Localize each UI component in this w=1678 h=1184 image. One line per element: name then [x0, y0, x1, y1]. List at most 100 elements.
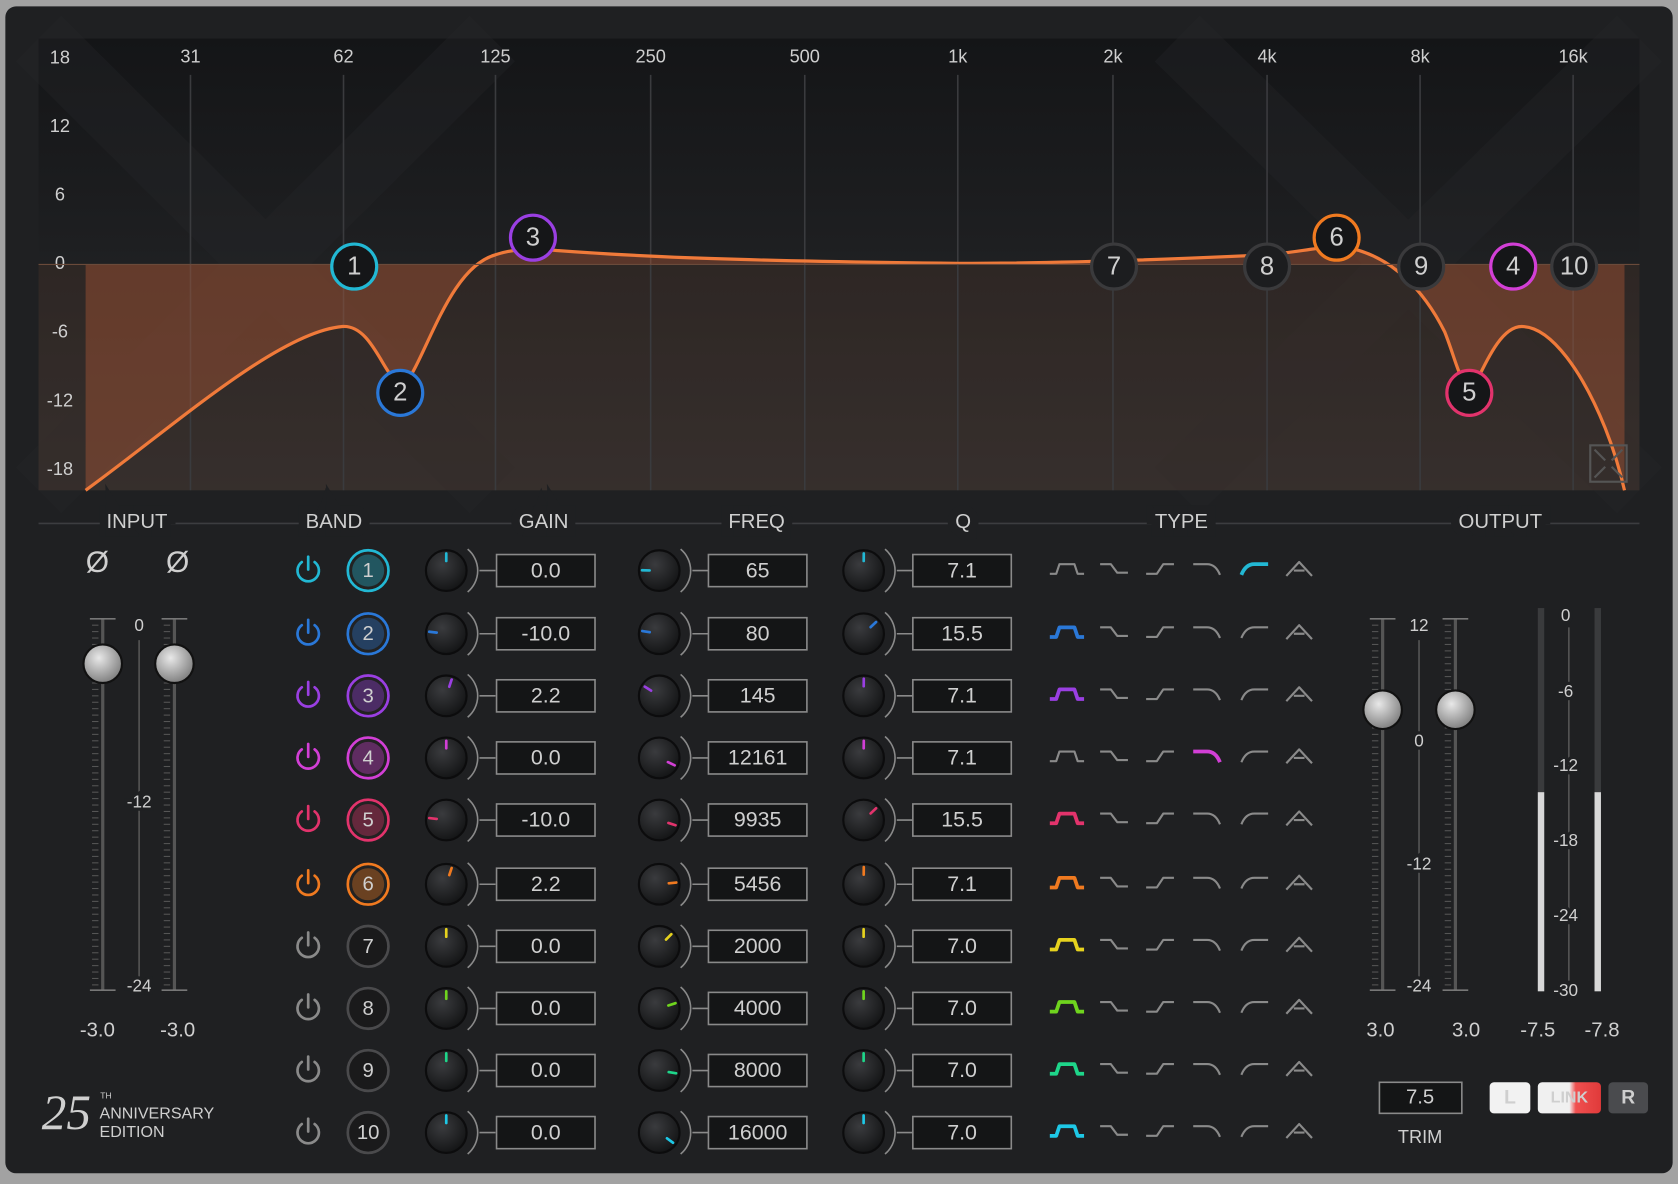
- band-number-button[interactable]: [346, 612, 390, 656]
- freq-value-box[interactable]: [707, 616, 808, 651]
- freq-knob[interactable]: [637, 924, 681, 968]
- band-node[interactable]: [1242, 242, 1292, 291]
- filter-type-button[interactable]: [1146, 876, 1174, 889]
- q-value-box[interactable]: [912, 803, 1013, 837]
- filter-type-button[interactable]: [1285, 998, 1313, 1015]
- freq-knob[interactable]: [637, 1049, 681, 1092]
- band-number-button[interactable]: [346, 736, 390, 780]
- freq-knob[interactable]: [637, 987, 681, 1030]
- filter-type-button[interactable]: [1049, 1062, 1085, 1076]
- filter-type-button[interactable]: [1146, 1125, 1174, 1137]
- fader-knob[interactable]: [82, 643, 124, 685]
- filter-type-button[interactable]: [1285, 686, 1313, 702]
- q-knob[interactable]: [842, 798, 886, 842]
- freq-value-box[interactable]: [707, 803, 808, 837]
- power-button[interactable]: [296, 742, 321, 770]
- trim-box[interactable]: [1378, 1081, 1463, 1115]
- filter-type-button[interactable]: [1193, 688, 1221, 701]
- band-number-button[interactable]: [346, 1048, 390, 1093]
- expand-icon[interactable]: [1589, 444, 1628, 483]
- freq-value-box[interactable]: [707, 678, 808, 713]
- band-node[interactable]: [1445, 368, 1494, 417]
- filter-type-button[interactable]: [1240, 938, 1269, 952]
- freq-value-box[interactable]: [707, 741, 808, 775]
- filter-type-button[interactable]: [1285, 624, 1313, 640]
- gain-knob[interactable]: [424, 1111, 468, 1155]
- band-node[interactable]: [1089, 242, 1139, 291]
- band-number-button[interactable]: [346, 986, 390, 1031]
- filter-type-button[interactable]: [1100, 1063, 1128, 1074]
- filter-type-button[interactable]: [1146, 563, 1174, 575]
- filter-type-button[interactable]: [1239, 562, 1269, 576]
- filter-type-button[interactable]: [1240, 688, 1269, 701]
- channel-button[interactable]: [1608, 1082, 1649, 1114]
- filter-type-button[interactable]: [1100, 1125, 1128, 1136]
- filter-type-button[interactable]: [1049, 750, 1085, 763]
- q-value-box[interactable]: [912, 991, 1013, 1026]
- filter-type-button[interactable]: [1193, 749, 1222, 763]
- filter-type-button[interactable]: [1240, 626, 1269, 639]
- power-button[interactable]: [296, 618, 321, 646]
- freq-value-box[interactable]: [707, 1053, 808, 1088]
- gain-knob[interactable]: [424, 862, 468, 906]
- filter-type-button[interactable]: [1240, 812, 1269, 825]
- power-button[interactable]: [296, 555, 321, 583]
- gain-value-box[interactable]: [495, 741, 596, 775]
- filter-type-button[interactable]: [1100, 938, 1128, 950]
- filter-type-button[interactable]: [1049, 1124, 1085, 1138]
- freq-value-box[interactable]: [707, 929, 808, 964]
- freq-knob[interactable]: [637, 798, 681, 842]
- filter-type-button[interactable]: [1240, 1063, 1269, 1076]
- filter-type-button[interactable]: [1193, 1125, 1221, 1138]
- q-value-box[interactable]: [912, 616, 1013, 651]
- filter-type-button[interactable]: [1193, 1000, 1221, 1014]
- gain-knob[interactable]: [424, 924, 468, 968]
- filter-type-button[interactable]: [1049, 875, 1085, 890]
- band-node[interactable]: [1397, 242, 1446, 291]
- band-node[interactable]: [376, 368, 425, 417]
- gain-knob[interactable]: [424, 674, 468, 718]
- freq-knob[interactable]: [637, 736, 681, 780]
- filter-type-button[interactable]: [1146, 1063, 1174, 1075]
- power-button[interactable]: [296, 993, 321, 1021]
- power-button[interactable]: [296, 1055, 321, 1083]
- power-button[interactable]: [296, 804, 321, 833]
- freq-knob[interactable]: [637, 674, 681, 718]
- gain-value-box[interactable]: [495, 803, 596, 837]
- gain-knob[interactable]: [424, 549, 468, 593]
- gain-value-box[interactable]: [495, 1053, 596, 1088]
- q-knob[interactable]: [842, 736, 886, 780]
- power-button[interactable]: [296, 1117, 321, 1145]
- freq-value-box[interactable]: [707, 1115, 808, 1150]
- filter-type-button[interactable]: [1049, 811, 1085, 826]
- filter-type-button[interactable]: [1285, 1060, 1313, 1077]
- fader-knob[interactable]: [1362, 689, 1403, 731]
- filter-type-button[interactable]: [1240, 876, 1269, 889]
- band-node[interactable]: [1312, 213, 1361, 262]
- filter-type-button[interactable]: [1193, 626, 1221, 639]
- gain-value-box[interactable]: [495, 1115, 596, 1150]
- filter-type-button[interactable]: [1049, 1000, 1085, 1014]
- gain-value-box[interactable]: [495, 678, 596, 713]
- channel-button[interactable]: [1537, 1082, 1601, 1114]
- filter-type-button[interactable]: [1100, 750, 1128, 762]
- channel-button[interactable]: [1489, 1082, 1531, 1114]
- band-node[interactable]: [508, 213, 558, 262]
- power-button[interactable]: [296, 868, 321, 897]
- filter-type-button[interactable]: [1100, 812, 1128, 824]
- filter-type-button[interactable]: [1146, 626, 1174, 639]
- filter-type-button[interactable]: [1285, 936, 1313, 953]
- freq-knob[interactable]: [637, 549, 681, 593]
- freq-value-box[interactable]: [707, 867, 808, 902]
- q-knob[interactable]: [842, 612, 886, 656]
- freq-knob[interactable]: [637, 612, 681, 656]
- filter-type-button[interactable]: [1285, 1122, 1313, 1139]
- band-node[interactable]: [1550, 242, 1599, 291]
- q-knob[interactable]: [842, 924, 886, 968]
- freq-value-box[interactable]: [707, 991, 808, 1026]
- q-knob[interactable]: [842, 549, 886, 593]
- power-button[interactable]: [296, 680, 321, 708]
- q-value-box[interactable]: [912, 1053, 1013, 1088]
- filter-type-button[interactable]: [1240, 1125, 1269, 1138]
- filter-type-button[interactable]: [1100, 1000, 1128, 1012]
